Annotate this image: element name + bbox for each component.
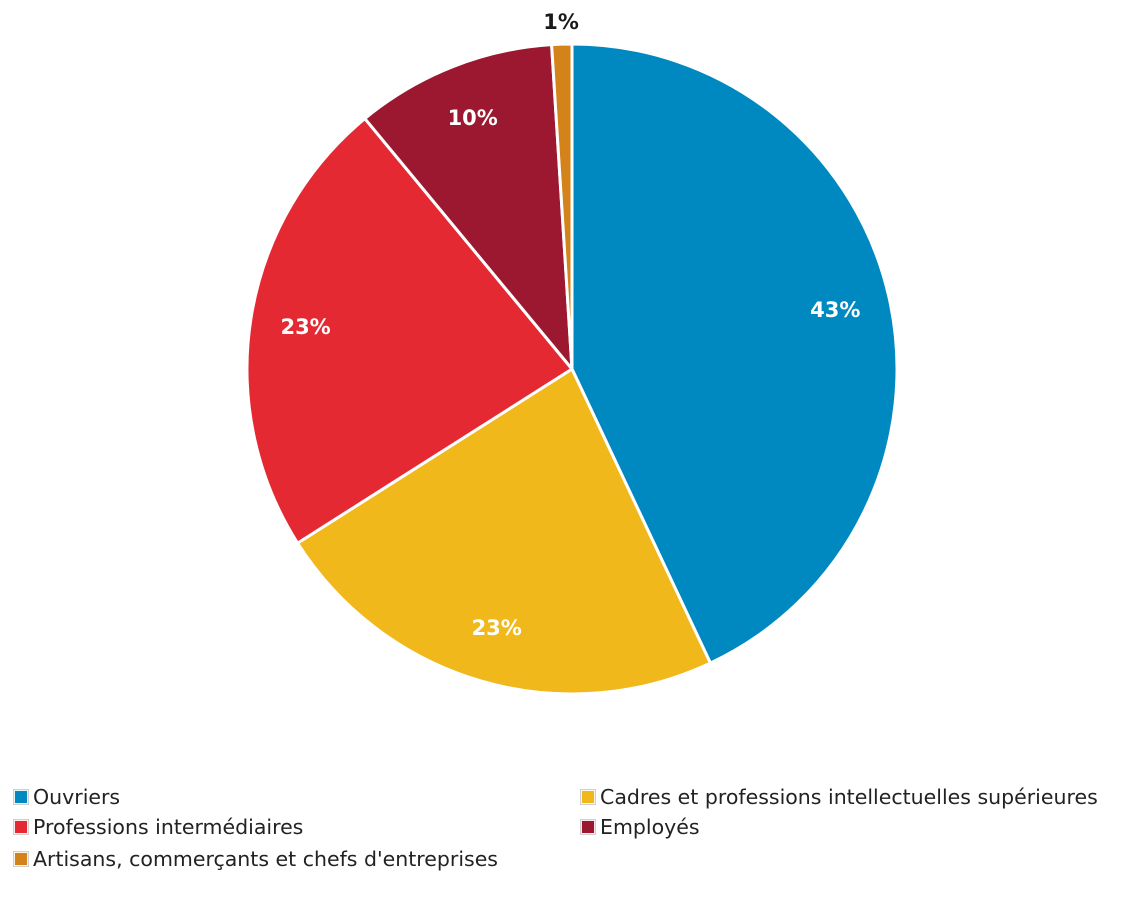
legend-label: Ouvriers: [33, 785, 121, 809]
legend-swatch: [13, 819, 29, 835]
legend-label: Employés: [600, 815, 700, 839]
legend-item-cadres-et-professions-intellectuelles-superieures: Cadres et professions intellectuelles su…: [580, 785, 1098, 809]
legend-swatch: [580, 789, 596, 805]
legend-item-employes: Employés: [580, 815, 700, 839]
pie-slice-employes: [363, 43, 574, 371]
legend-item-ouvriers: Ouvriers: [13, 785, 121, 809]
pie-slice-artisans-commercants-et-chefs-d-entreprises: [550, 42, 574, 371]
data-label-employes: 10%: [448, 106, 498, 130]
legend-item-professions-intermediaires: Professions intermédiaires: [13, 815, 304, 839]
pie-slice-ouvriers: [570, 42, 899, 665]
legend-item-artisans-commercants-et-chefs-d-entreprises: Artisans, commerçants et chefs d'entrepr…: [13, 847, 498, 871]
legend-label: Cadres et professions intellectuelles su…: [600, 785, 1098, 809]
pie-data-labels: 43% 23% 23% 10% 1%: [280, 10, 860, 640]
legend-swatch: [13, 851, 29, 867]
legend-label: Professions intermédiaires: [33, 815, 304, 839]
legend-swatch: [13, 789, 29, 805]
legend-label: Artisans, commerçants et chefs d'entrepr…: [33, 847, 498, 871]
pie-slices: [245, 42, 899, 696]
data-label-professions-intermediaires: 23%: [280, 315, 330, 339]
data-label-ouvriers: 43%: [810, 298, 860, 322]
legend-swatch: [580, 819, 596, 835]
data-label-cadres-et-professions-intellectuelles-superieures: 23%: [472, 616, 522, 640]
pie-slice-cadres-et-professions-intellectuelles-superieures: [296, 367, 712, 696]
pie-slice-professions-intermediaires: [245, 117, 574, 545]
data-label-artisans-commercants-et-chefs-d-entreprises: 1%: [543, 10, 579, 34]
